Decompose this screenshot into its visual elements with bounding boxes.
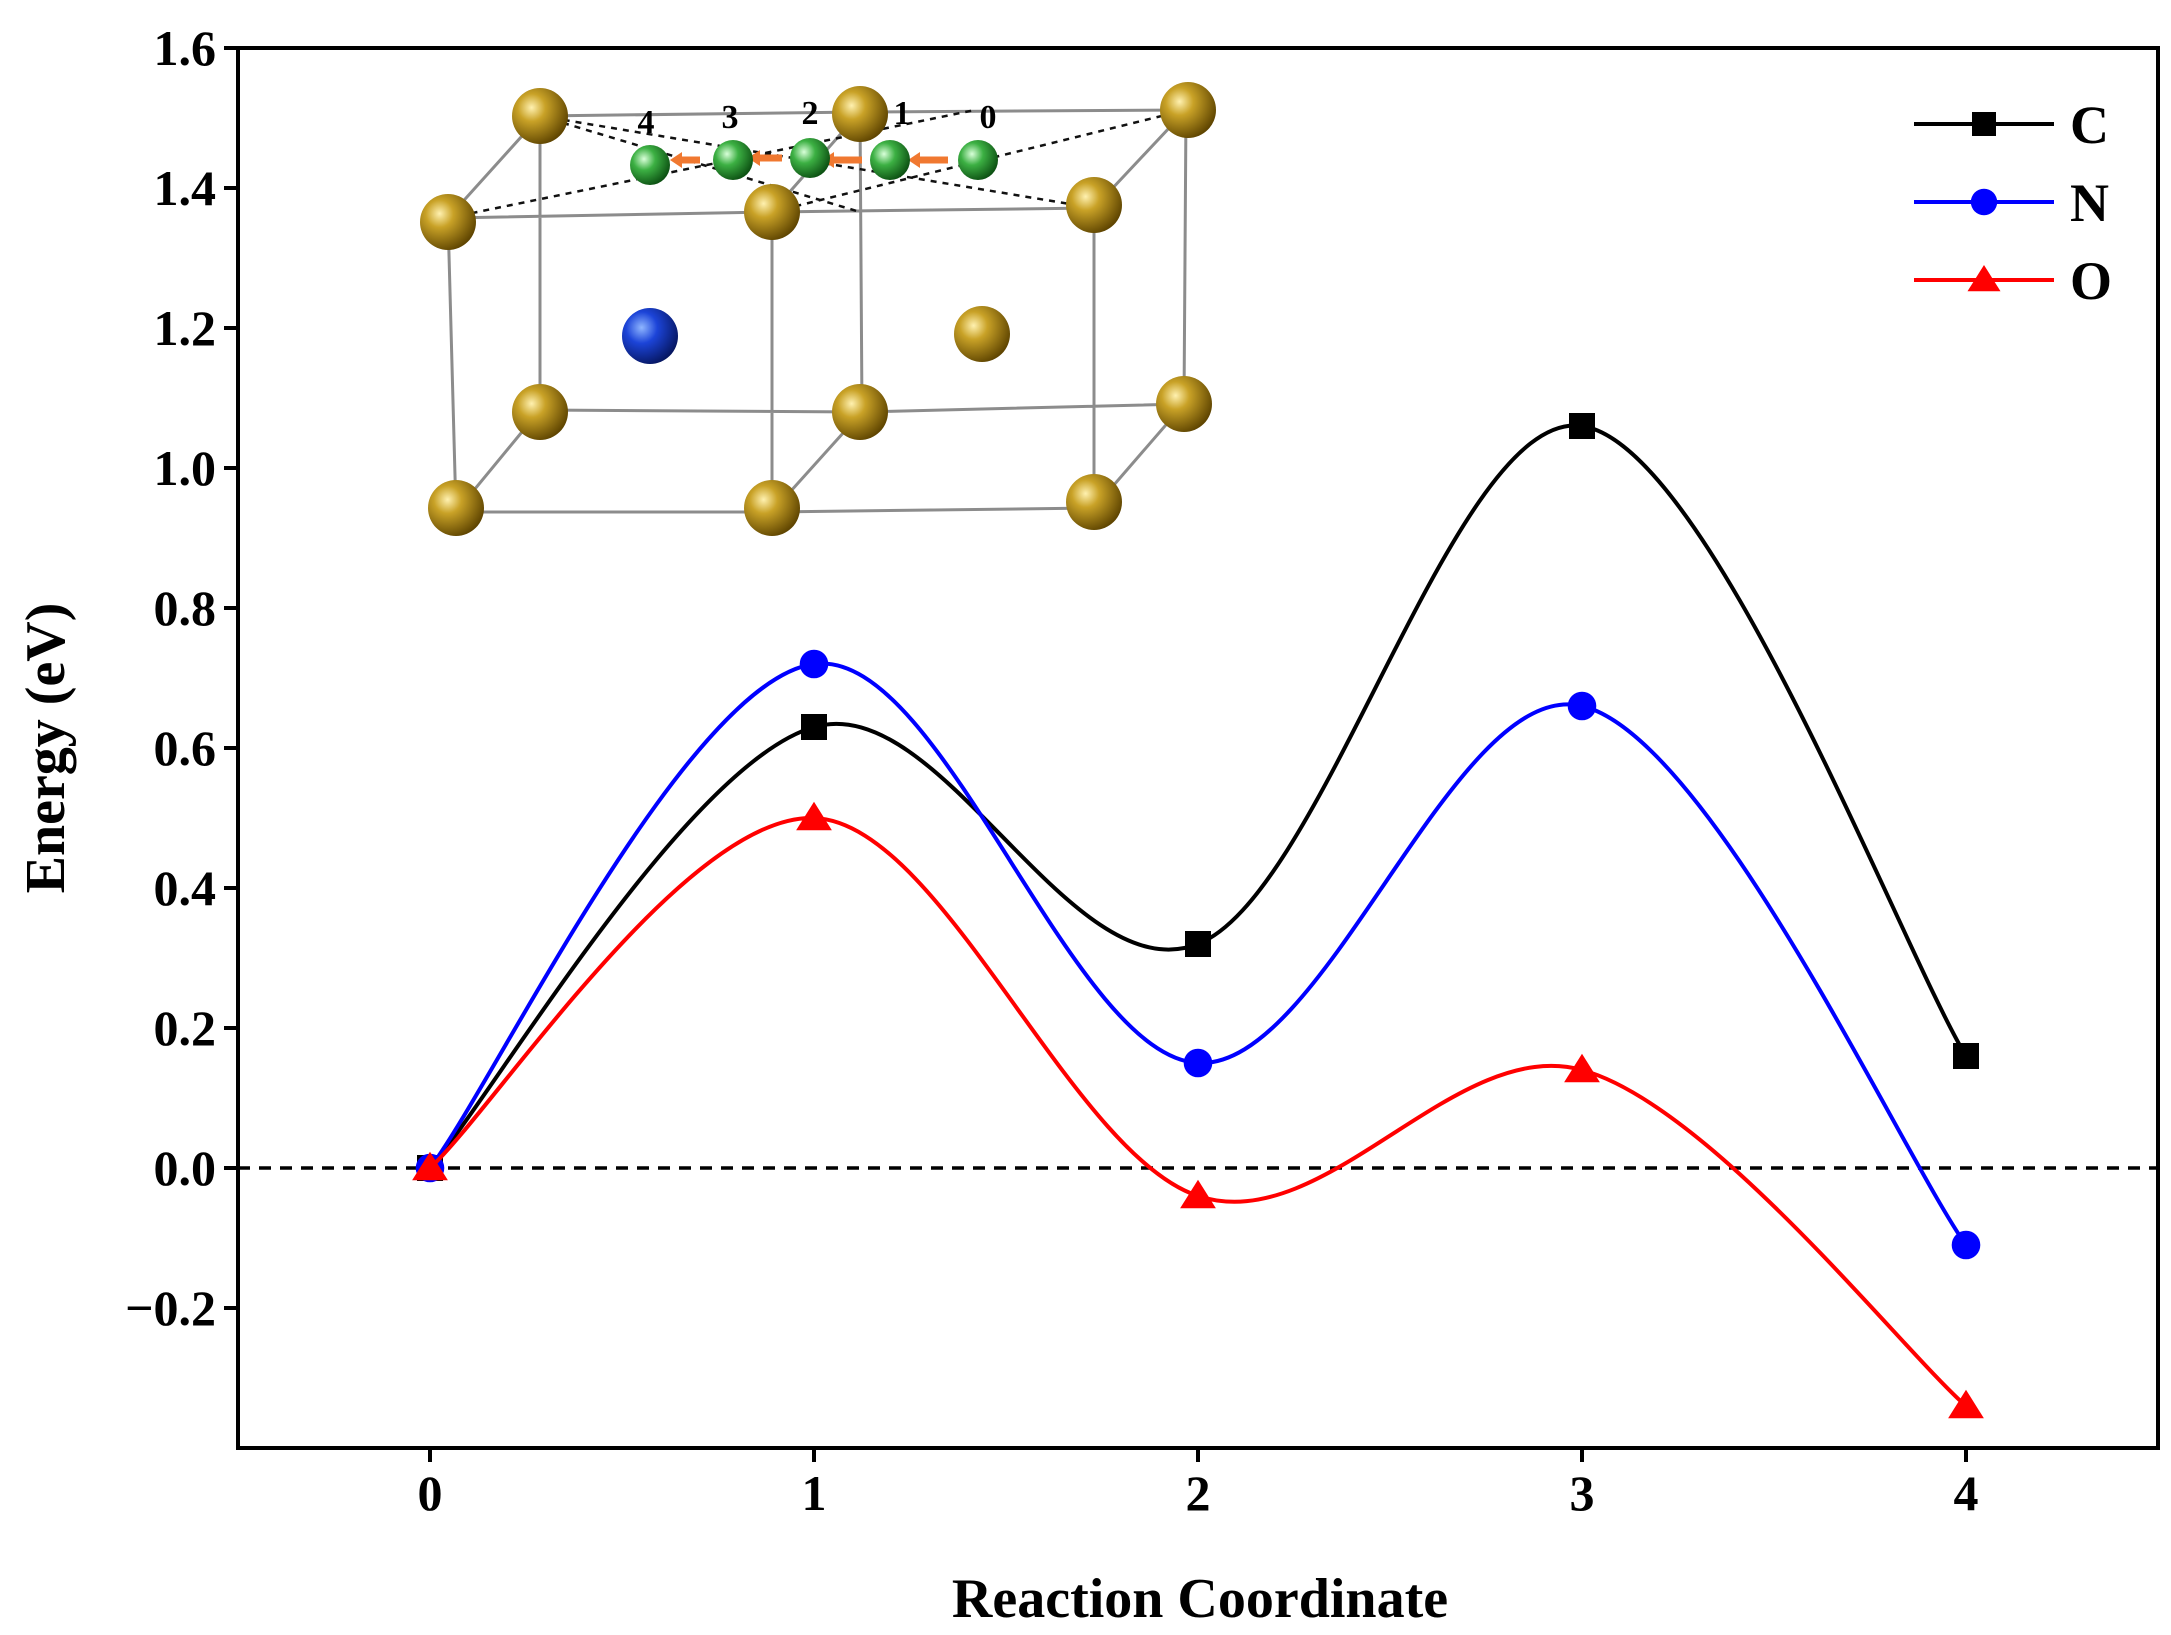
host-atom (1066, 474, 1122, 530)
legend-item-O: O (1914, 251, 2112, 311)
host-atom (512, 88, 568, 144)
data-point-N (1951, 1230, 1981, 1260)
data-point-C (1953, 1043, 1979, 1069)
host-atom (832, 86, 888, 142)
y-tick-label: 0.4 (154, 860, 217, 916)
diffusion-arrows (670, 150, 948, 168)
diffusion-path (630, 138, 998, 185)
interstitial-site-0 (958, 140, 998, 180)
data-point-C (1569, 413, 1595, 439)
site-label-0: 0 (980, 99, 997, 136)
data-point-O (1948, 1389, 1984, 1419)
host-atom (428, 480, 484, 536)
site-label-2: 2 (802, 95, 819, 132)
y-tick-label: 1.4 (154, 160, 217, 216)
y-tick-label: 1.6 (154, 20, 217, 76)
site-label-3: 3 (722, 99, 739, 136)
legend: CNO (1914, 95, 2112, 311)
data-point-N (799, 649, 829, 679)
plot-frame (236, 46, 2160, 1450)
y-tick-label: −0.2 (125, 1280, 216, 1336)
interstitial-site-1 (870, 140, 910, 180)
interstitial-site-3 (713, 140, 753, 180)
crystal-structure-inset: 4 3 2 1 0 (420, 82, 1216, 536)
host-atom (1066, 177, 1122, 233)
y-tick-label: 0.8 (154, 580, 217, 636)
series-C (417, 413, 1979, 1181)
interstitial-site-4 (630, 145, 670, 185)
series-line-O (428, 815, 1968, 1408)
data-point-N (1567, 691, 1597, 721)
legend-item-C: C (1914, 95, 2109, 155)
x-axis-label: Reaction Coordinate (952, 1568, 1448, 1630)
data-point-O (412, 1151, 448, 1181)
host-atom (1156, 376, 1212, 432)
data-point-N (1183, 1048, 1213, 1078)
x-tick-label: 3 (1570, 1465, 1595, 1521)
x-tick-label: 1 (802, 1465, 827, 1521)
interstitial-site-2 (790, 138, 830, 178)
legend-marker (1972, 112, 1996, 136)
y-tick-label: 1.0 (154, 440, 217, 496)
axes: −0.2 0.0 0.2 0.4 0.6 0.8 1.0 1.2 1.4 1.6 0 1 2 3 4 (125, 20, 2160, 1521)
host-atom (512, 384, 568, 440)
host-atom (1160, 82, 1216, 138)
x-tick-label: 4 (1954, 1465, 1979, 1521)
host-atoms (420, 82, 1216, 536)
legend-marker (1967, 265, 2001, 292)
y-tick-label: 0.2 (154, 1000, 217, 1056)
site-labels: 4 3 2 1 0 (638, 95, 997, 141)
legend-label: N (2070, 173, 2109, 233)
data-point-C (1185, 931, 1211, 957)
data-point-O (796, 801, 832, 831)
host-atom (832, 384, 888, 440)
host-atom (744, 184, 800, 240)
x-tick-label: 0 (418, 1465, 443, 1521)
data-series (412, 413, 1984, 1419)
series-O (412, 801, 1984, 1419)
series-line-C (428, 423, 1968, 1170)
data-point-O (1564, 1053, 1600, 1083)
data-point-C (801, 714, 827, 740)
site-label-4: 4 (638, 104, 655, 141)
y-tick-label: 1.2 (154, 300, 217, 356)
legend-label: C (2070, 95, 2109, 155)
dopant-atom (622, 308, 678, 364)
legend-item-N: N (1914, 173, 2109, 233)
site-label-1: 1 (894, 95, 911, 132)
y-axis-label: Energy (eV) (15, 603, 77, 894)
data-point-O (1180, 1179, 1216, 1209)
legend-label: O (2070, 251, 2112, 311)
host-atom (420, 194, 476, 250)
host-atom (744, 480, 800, 536)
legend-marker (1970, 188, 1998, 216)
x-tick-label: 2 (1186, 1465, 1211, 1521)
y-tick-label: 0.6 (154, 720, 217, 776)
y-tick-label: 0.0 (154, 1140, 217, 1196)
host-atom (954, 306, 1010, 362)
